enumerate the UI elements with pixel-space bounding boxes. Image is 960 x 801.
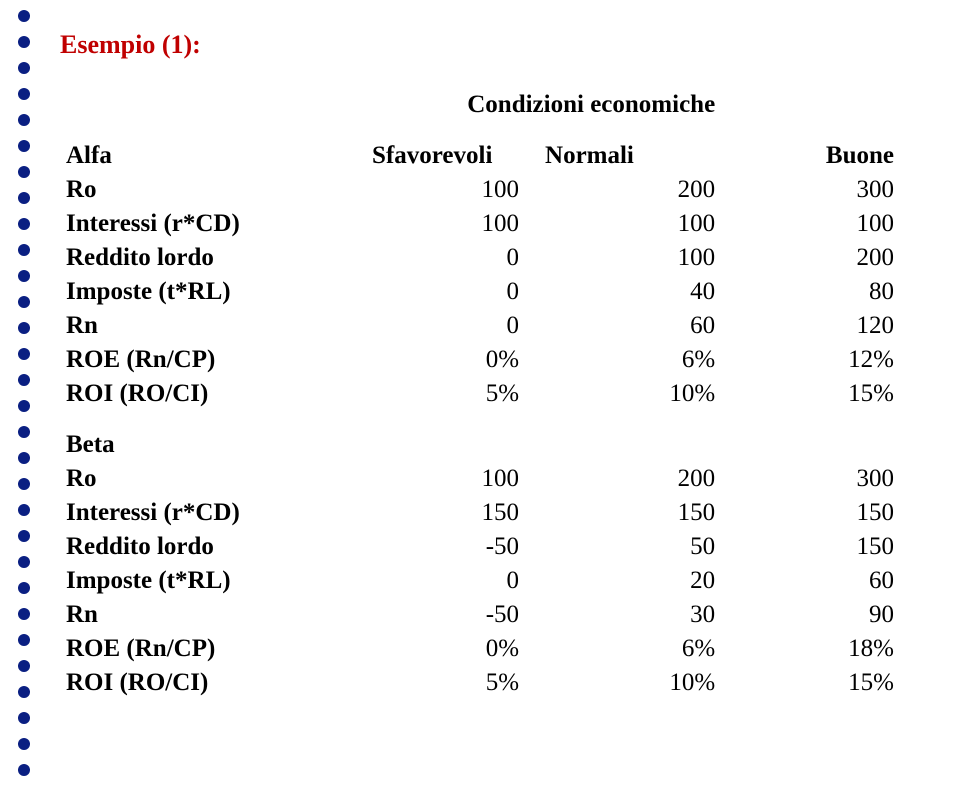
row-label: Rn <box>60 309 339 343</box>
page-title: Esempio (1): <box>60 30 910 60</box>
row-label: ROI (RO/CI) <box>60 666 339 700</box>
table-row: Imposte (t*RL) 0 20 60 <box>60 564 900 598</box>
slide-bullet-rail <box>18 0 36 801</box>
cell: 100 <box>339 207 525 241</box>
table-header-sub: Alfa Sfavorevoli Normali Buone <box>60 122 900 173</box>
cell: 0 <box>339 309 525 343</box>
cell: 200 <box>525 462 721 496</box>
cell: 100 <box>339 462 525 496</box>
cell: 90 <box>721 598 900 632</box>
economic-table: Condizioni economiche Alfa Sfavorevoli N… <box>60 88 900 700</box>
cell: 0 <box>339 275 525 309</box>
cell: 200 <box>721 241 900 275</box>
cell: 30 <box>525 598 721 632</box>
cell: 100 <box>339 173 525 207</box>
cell: 12% <box>721 343 900 377</box>
cell: 5% <box>339 666 525 700</box>
table-row: Interessi (r*CD) 150 150 150 <box>60 496 900 530</box>
cell: 0% <box>339 343 525 377</box>
table-row: Reddito lordo 0 100 200 <box>60 241 900 275</box>
section-beta: Beta <box>60 411 339 462</box>
header-top: Condizioni economiche <box>339 88 721 122</box>
row-label: Reddito lordo <box>60 241 339 275</box>
cell: 10% <box>525 666 721 700</box>
cell: 15% <box>721 377 900 411</box>
cell: 0 <box>339 241 525 275</box>
col-sfavorevoli: Sfavorevoli <box>339 122 525 173</box>
cell: 6% <box>525 632 721 666</box>
cell: 100 <box>525 241 721 275</box>
row-label: Ro <box>60 173 339 207</box>
cell: 50 <box>525 530 721 564</box>
cell: 0 <box>339 564 525 598</box>
section-alfa: Alfa <box>60 122 339 173</box>
cell: 60 <box>721 564 900 598</box>
row-label: ROE (Rn/CP) <box>60 343 339 377</box>
cell: 120 <box>721 309 900 343</box>
cell: 300 <box>721 173 900 207</box>
cell: 40 <box>525 275 721 309</box>
table-row: Ro 100 200 300 <box>60 462 900 496</box>
row-label: Reddito lordo <box>60 530 339 564</box>
cell: 300 <box>721 462 900 496</box>
cell: 10% <box>525 377 721 411</box>
table-row: Interessi (r*CD) 100 100 100 <box>60 207 900 241</box>
col-normali: Normali <box>525 122 721 173</box>
cell: 150 <box>721 496 900 530</box>
row-label: Imposte (t*RL) <box>60 275 339 309</box>
cell: -50 <box>339 598 525 632</box>
cell: 20 <box>525 564 721 598</box>
cell: 100 <box>525 207 721 241</box>
table-row: Beta <box>60 411 900 462</box>
row-label: ROE (Rn/CP) <box>60 632 339 666</box>
cell: 150 <box>525 496 721 530</box>
table-row: ROI (RO/CI) 5% 10% 15% <box>60 666 900 700</box>
row-label: Ro <box>60 462 339 496</box>
cell: 60 <box>525 309 721 343</box>
cell: 5% <box>339 377 525 411</box>
cell: 15% <box>721 666 900 700</box>
row-label: ROI (RO/CI) <box>60 377 339 411</box>
cell: 18% <box>721 632 900 666</box>
cell: 80 <box>721 275 900 309</box>
table-row: ROE (Rn/CP) 0% 6% 18% <box>60 632 900 666</box>
row-label: Interessi (r*CD) <box>60 207 339 241</box>
cell: 150 <box>721 530 900 564</box>
table-header-top: Condizioni economiche <box>60 88 900 122</box>
table-row: Imposte (t*RL) 0 40 80 <box>60 275 900 309</box>
cell: 6% <box>525 343 721 377</box>
row-label: Imposte (t*RL) <box>60 564 339 598</box>
table-row: Reddito lordo -50 50 150 <box>60 530 900 564</box>
table-row: Rn 0 60 120 <box>60 309 900 343</box>
table-row: ROI (RO/CI) 5% 10% 15% <box>60 377 900 411</box>
cell: -50 <box>339 530 525 564</box>
cell: 200 <box>525 173 721 207</box>
table-row: ROE (Rn/CP) 0% 6% 12% <box>60 343 900 377</box>
cell: 150 <box>339 496 525 530</box>
row-label: Interessi (r*CD) <box>60 496 339 530</box>
cell: 100 <box>721 207 900 241</box>
row-label: Rn <box>60 598 339 632</box>
table-row: Ro 100 200 300 <box>60 173 900 207</box>
cell: 0% <box>339 632 525 666</box>
table-row: Rn -50 30 90 <box>60 598 900 632</box>
col-buone: Buone <box>721 122 900 173</box>
